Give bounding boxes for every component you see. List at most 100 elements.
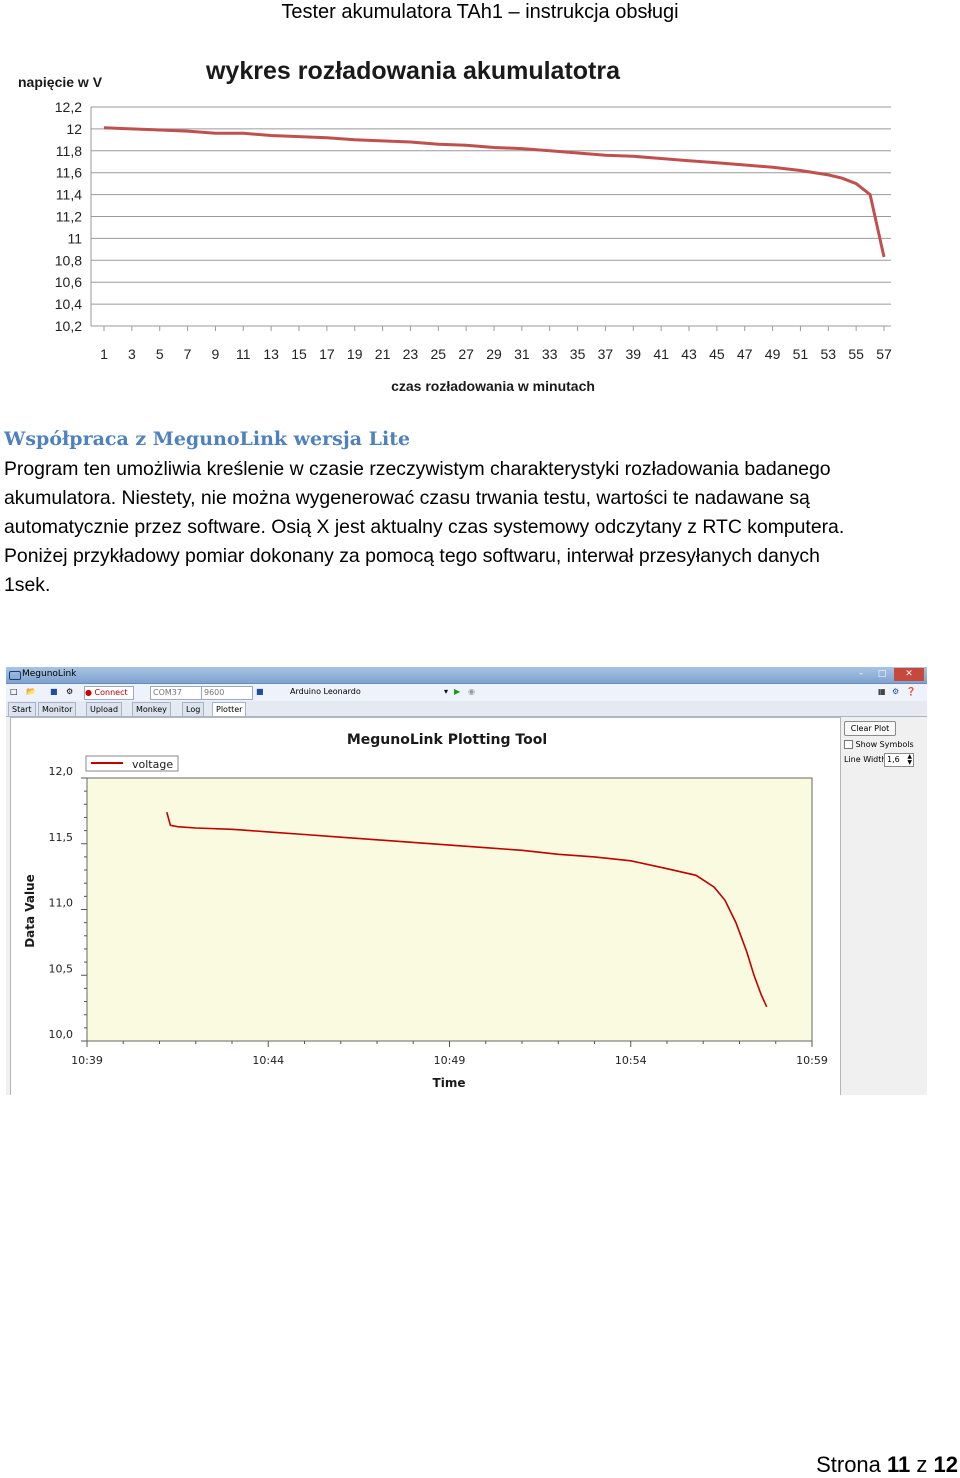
minimize-icon[interactable]: – — [858, 669, 864, 679]
plot-y-tick-labels: 12,0 11,5 11,0 10,5 10,0 — [49, 765, 74, 1041]
y-axis-label: napięcie w V — [18, 74, 103, 90]
footer-separator: z — [910, 1452, 934, 1477]
main-toolbar: □ 📂 ■ ⚙ ● Connect COM37 9600 ■ Arduino L… — [6, 684, 927, 702]
page-header: Tester akumulatora TAh1 – instrukcja obs… — [281, 1, 679, 23]
description-paragraph: Program ten umożliwia kreślenie w czasie… — [4, 455, 954, 600]
y-tick-label: 10,2 — [55, 318, 82, 334]
tab-start[interactable]: Start — [8, 702, 36, 716]
chart-series — [103, 126, 886, 258]
tab-upload[interactable]: Upload — [86, 702, 123, 716]
board-dropdown-icon[interactable]: ▾ — [444, 687, 449, 696]
x-tick-label: 10:39 — [71, 1054, 103, 1067]
chart-gridlines — [90, 106, 891, 331]
y-tick-label: 11,8 — [56, 143, 82, 159]
x-tick-label: 3 — [128, 346, 136, 362]
y-tick-label: 10,4 — [55, 296, 82, 312]
line-width-label: Line Width — [844, 755, 887, 764]
maximize-icon[interactable]: □ — [877, 669, 887, 679]
footer-page-number: 11 — [887, 1452, 911, 1477]
plot-options-panel: Clear Plot Show Symbols Line Width 1,6 ▲… — [842, 717, 927, 1095]
plot-legend: voltage — [85, 755, 179, 772]
window-title: MegunoLink — [22, 669, 77, 679]
x-tick-label: 41 — [653, 346, 669, 362]
y-tick-label: 11 — [67, 230, 82, 246]
tab-monitor[interactable]: Monitor — [38, 702, 77, 716]
new-icon[interactable]: □ — [10, 687, 18, 696]
port-select[interactable]: COM37 — [150, 686, 202, 700]
x-tick-labels: 1 3 5 7 9 11 13 15 17 19 21 23 25 27 29 31 33 35 37 39 41 43 4… — [100, 346, 892, 362]
show-symbols-label: Show Symbols — [855, 740, 914, 749]
x-tick-label: 10:49 — [434, 1054, 466, 1067]
close-icon[interactable]: ✕ — [894, 668, 924, 681]
line-width-stepper[interactable]: 1,6 ▲ ▼ — [884, 753, 914, 767]
plot-title: MegunoLink Plotting Tool — [347, 732, 547, 748]
y-tick-label: 11,2 — [56, 209, 82, 225]
plot-x-tick-labels: 10:39 10:44 10:49 10:54 10:59 — [71, 1054, 828, 1067]
x-tick-label: 35 — [570, 346, 586, 362]
y-tick-label: 11,6 — [56, 165, 82, 181]
window-titlebar: MegunoLink – □ ✕ — [6, 667, 927, 684]
series-line — [103, 126, 886, 258]
voltage-series-line — [166, 811, 768, 1008]
x-tick-label: 1 — [100, 346, 108, 362]
stop-icon[interactable]: ◉ — [468, 687, 475, 696]
stepper-arrows-icon[interactable]: ▲ ▼ — [907, 753, 912, 766]
open-icon[interactable]: 📂 — [26, 687, 36, 696]
x-tick-label: 43 — [681, 346, 697, 362]
discharge-chart: wykres rozładowania akumulatotra napięci… — [18, 57, 892, 394]
show-symbols-checkbox[interactable] — [844, 740, 853, 749]
y-tick-label: 12 — [66, 121, 82, 137]
layout-icon[interactable]: ▦ — [878, 687, 886, 696]
megunolink-logo-icon — [9, 671, 21, 680]
y-tick-labels: 12,2 12 11,8 11,6 11,4 11,2 11 10,8 10,6 10,4 10,2 — [55, 99, 82, 334]
y-tick-label: 11,4 — [56, 187, 82, 203]
plot-x-label: Time — [433, 1076, 466, 1090]
y-tick-label: 10,6 — [55, 274, 82, 290]
run-icon[interactable]: ▶ — [454, 687, 461, 696]
show-symbols-option[interactable]: Show Symbols — [844, 739, 914, 751]
footer-prefix: Strona — [816, 1452, 888, 1477]
y-tick-label: 12,2 — [55, 99, 82, 115]
x-tick-label: 10:44 — [252, 1054, 284, 1067]
legend-label: voltage — [132, 758, 173, 771]
x-tick-label: 45 — [709, 346, 725, 362]
y-tick-label: 12,0 — [49, 765, 74, 778]
x-tick-label: 9 — [212, 346, 220, 362]
x-tick-label: 57 — [876, 346, 892, 362]
x-tick-label: 17 — [319, 346, 335, 362]
tab-plotter[interactable]: Plotter — [212, 702, 247, 716]
x-tick-label: 11 — [236, 346, 251, 362]
tab-log[interactable]: Log — [182, 702, 205, 716]
connect-button[interactable]: ● Connect — [84, 686, 134, 700]
options-icon[interactable]: ⚙ — [892, 687, 900, 696]
help-icon[interactable]: ❓ — [906, 687, 916, 696]
x-tick-label: 19 — [347, 346, 363, 362]
x-tick-label: 27 — [458, 346, 474, 362]
y-tick-label: 11,0 — [49, 897, 74, 910]
save-icon[interactable]: ■ — [50, 687, 58, 696]
x-tick-label: 10:54 — [615, 1054, 647, 1067]
x-tick-label: 13 — [263, 346, 279, 362]
tab-monkey[interactable]: Monkey — [132, 702, 171, 716]
baud-select[interactable]: 9600 — [201, 686, 253, 700]
x-tick-label: 49 — [765, 346, 781, 362]
meguno-plot: MegunoLink Plotting Tool voltage Data Va… — [23, 732, 828, 1090]
paragraph-line: 1sek. — [4, 574, 51, 596]
section-title: Współpraca z MegunoLink wersja Lite — [4, 428, 411, 450]
settings-icon[interactable]: ⚙ — [66, 687, 74, 696]
connect-label: Connect — [94, 688, 128, 697]
x-tick-label: 31 — [514, 346, 530, 362]
x-tick-label: 39 — [625, 346, 641, 362]
y-tick-label: 10,8 — [55, 252, 82, 268]
page-footer: Strona 11 z 12 — [816, 1452, 958, 1478]
y-tick-label: 10,0 — [49, 1028, 74, 1041]
plot-minor-ticks — [81, 777, 813, 1047]
paragraph-line: Program ten umożliwia kreślenie w czasie… — [4, 458, 831, 480]
x-tick-label: 37 — [598, 346, 614, 362]
x-tick-label: 47 — [737, 346, 753, 362]
plot-series — [166, 811, 768, 1008]
board-select[interactable]: Arduino Leonardo — [290, 687, 361, 696]
x-tick-label: 29 — [486, 346, 502, 362]
legend-box — [85, 755, 179, 772]
clear-plot-button[interactable]: Clear Plot — [844, 721, 896, 736]
